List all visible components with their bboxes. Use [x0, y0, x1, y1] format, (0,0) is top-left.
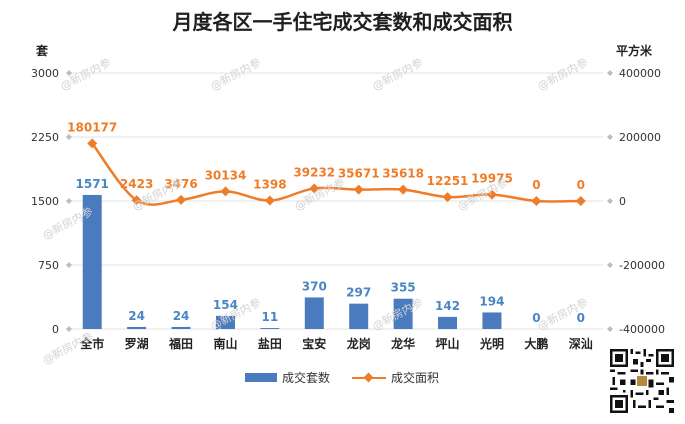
bar-data-label: 194	[479, 294, 504, 308]
right-tick-label: 200000	[619, 131, 661, 144]
right-tick-label: 0	[619, 195, 626, 208]
left-axis-unit: 套	[36, 44, 49, 58]
right-tick-marker	[607, 326, 613, 332]
line-point	[531, 196, 542, 206]
x-tick-label: 罗湖	[125, 336, 149, 351]
right-axis-unit: 平方米	[616, 44, 653, 58]
bar-data-label: 24	[173, 309, 190, 323]
bar-data-label: 24	[128, 309, 145, 323]
line-data-label: 35671	[338, 167, 380, 181]
legend: 成交套数 成交面积	[245, 369, 439, 386]
left-tick-label: 750	[38, 259, 59, 272]
right-tick-label: -200000	[619, 259, 665, 272]
line-data-label: 1398	[253, 178, 286, 192]
line-point	[176, 194, 187, 205]
x-tick-label: 南山	[213, 336, 237, 351]
left-tick-marker	[66, 198, 72, 204]
line-point	[131, 195, 142, 206]
right-tick-marker	[607, 198, 613, 204]
qr-code-icon	[610, 349, 674, 413]
x-tick-label: 盐田	[258, 336, 282, 351]
right-tick-marker	[607, 70, 613, 76]
line-point	[575, 196, 586, 206]
line-data-label: 180177	[67, 120, 117, 134]
line-data-label: 12251	[427, 174, 469, 188]
bar-data-label: 0	[577, 311, 585, 325]
line-point	[398, 184, 409, 195]
x-tick-label: 坪山	[436, 336, 460, 351]
left-tick-label: 0	[52, 323, 59, 336]
legend-bar-swatch	[245, 373, 277, 382]
bar-data-label: 0	[532, 311, 540, 325]
line-point	[486, 189, 497, 200]
right-tick-marker	[607, 134, 613, 140]
line-data-label: 0	[532, 178, 540, 192]
bar	[82, 194, 102, 329]
bar	[171, 326, 191, 329]
line-data-label: 35618	[382, 167, 424, 181]
right-tick-marker	[607, 262, 613, 268]
bar-data-label: 142	[435, 299, 460, 313]
chart-title: 月度各区一手住宅成交套数和成交面积	[172, 10, 513, 34]
legend-label-bar: 成交套数	[282, 371, 331, 385]
legend-label-line: 成交面积	[391, 371, 440, 385]
bar-data-label: 154	[213, 298, 238, 312]
x-tick-label: 宝安	[302, 336, 326, 351]
right-tick-label: -400000	[619, 323, 665, 336]
line-data-label: 30134	[205, 168, 247, 182]
x-tick-label: 全市	[79, 336, 104, 351]
x-tick-label: 深汕	[569, 336, 593, 351]
left-tick-marker	[66, 326, 72, 332]
bar-data-label: 355	[391, 281, 416, 295]
line-data-label: 0	[577, 178, 585, 192]
left-tick-marker	[66, 134, 72, 140]
line-point	[442, 192, 453, 203]
bar	[260, 328, 280, 329]
left-tick-marker	[66, 262, 72, 268]
bar-data-label: 297	[346, 286, 371, 300]
right-tick-label: 400000	[619, 67, 661, 80]
line-point	[309, 183, 320, 194]
bar-data-label: 370	[302, 279, 327, 293]
line-point	[353, 184, 364, 195]
left-tick-label: 2250	[31, 131, 59, 144]
bar	[482, 312, 502, 329]
left-tick-label: 3000	[31, 67, 59, 80]
bar	[393, 298, 413, 329]
line-data-label: 19975	[471, 172, 513, 186]
line-point	[220, 186, 231, 197]
bar	[349, 303, 369, 329]
line-data-label: 3476	[164, 177, 197, 191]
bar	[127, 326, 147, 329]
bar-data-label: 1571	[76, 177, 109, 191]
bar-data-label: 11	[262, 310, 279, 324]
x-tick-label: 福田	[168, 336, 193, 351]
bar	[304, 297, 324, 329]
line-point	[264, 195, 275, 206]
line-data-label: 2423	[120, 177, 153, 191]
x-tick-label: 光明	[479, 336, 504, 351]
x-tick-label: 龙华	[391, 336, 415, 351]
line-point	[87, 138, 98, 149]
left-tick-marker	[66, 70, 72, 76]
x-tick-label: 大鹏	[524, 336, 548, 351]
left-tick-label: 1500	[31, 195, 59, 208]
line-data-label: 39232	[293, 165, 335, 179]
x-tick-label: 龙岗	[347, 336, 371, 351]
bar	[438, 316, 458, 329]
legend-line-swatch	[352, 376, 387, 379]
bar	[215, 315, 235, 329]
